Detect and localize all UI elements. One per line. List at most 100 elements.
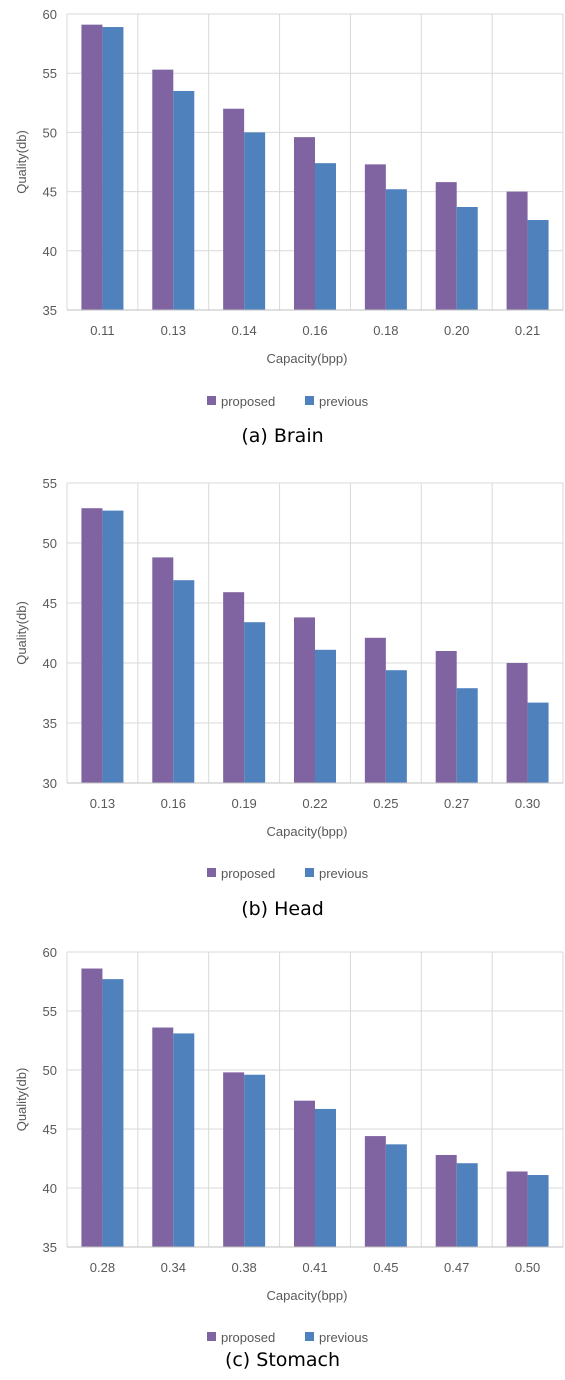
x-tick-label: 0.11 (90, 323, 114, 338)
y-axis-title: Quality(db) (14, 601, 29, 665)
x-tick-label: 0.47 (444, 1260, 469, 1275)
y-tick-label: 55 (43, 66, 57, 81)
bar-previous (527, 702, 549, 783)
bar-proposed (81, 968, 103, 1247)
y-tick-label: 45 (43, 1122, 57, 1137)
bar-previous (102, 27, 124, 311)
y-tick-label: 60 (43, 945, 57, 960)
bar-proposed (81, 24, 103, 310)
chart-stomach: 35 40 45 50 55 60 0.28 0.34 0.38 0.41 0.45 0.47 0.50… (14, 945, 564, 1345)
bar-proposed (152, 69, 174, 310)
y-tick-label: 55 (43, 1004, 57, 1019)
x-tick-label: 0.19 (231, 796, 256, 811)
bar-previous (244, 1074, 266, 1247)
chart-brain: 35 40 45 50 55 60 0.11 0.13 0.14 0.16 0.18 0.20 0.21… (14, 7, 564, 409)
bar-previous (102, 510, 124, 783)
legend-label-previous: previous (319, 866, 369, 881)
x-tick-label: 0.21 (515, 323, 540, 338)
x-tick-label: 0.25 (373, 796, 398, 811)
bar-previous (385, 1144, 407, 1247)
x-tick-label: 0.16 (161, 796, 186, 811)
y-tick-label: 55 (43, 476, 57, 491)
bar-previous (315, 1108, 336, 1247)
bar-proposed (223, 108, 245, 310)
bar-previous (456, 688, 478, 783)
x-tick-label: 0.18 (373, 323, 398, 338)
chart-caption: (a) Brain (241, 425, 324, 447)
x-tick-label: 0.13 (90, 796, 115, 811)
y-tick-label: 45 (43, 596, 57, 611)
x-tick-label: 0.30 (515, 796, 540, 811)
x-tick-label: 0.38 (231, 1260, 256, 1275)
x-axis-title: Capacity(bpp) (267, 1288, 348, 1303)
y-tick-label: 40 (43, 656, 57, 671)
y-tick-label: 40 (43, 1181, 57, 1196)
y-tick-label: 50 (43, 1063, 57, 1078)
legend-swatch-proposed (207, 868, 216, 877)
x-tick-label: 0.50 (515, 1260, 540, 1275)
chart-caption: (c) Stomach (224, 1349, 341, 1371)
bar-proposed (364, 164, 386, 310)
y-axis-title: Quality(db) (14, 1068, 29, 1132)
bar-previous (315, 163, 336, 310)
y-tick-label: 45 (43, 185, 57, 200)
legend-swatch-previous (305, 396, 314, 405)
x-tick-label: 0.41 (302, 1260, 327, 1275)
bar-previous (102, 979, 124, 1247)
bar-proposed (506, 1171, 528, 1247)
x-tick-label: 0.28 (90, 1260, 115, 1275)
bar-previous (173, 1033, 195, 1247)
bar-proposed (364, 1136, 386, 1247)
bar-proposed (152, 1027, 174, 1247)
bar-proposed (435, 651, 457, 783)
y-tick-label: 30 (43, 776, 57, 791)
bar-previous (385, 670, 407, 783)
legend-swatch-previous (305, 868, 314, 877)
x-tick-label: 0.34 (161, 1260, 186, 1275)
x-axis-title: Capacity(bpp) (267, 824, 348, 839)
y-tick-label: 50 (43, 536, 57, 551)
legend-swatch-previous (305, 1332, 314, 1341)
bar-previous (527, 220, 549, 310)
bar-proposed (294, 617, 315, 783)
bar-proposed (152, 557, 174, 783)
legend-label-proposed: proposed (221, 1330, 275, 1345)
legend-label-previous: previous (319, 1330, 369, 1345)
chart-panel-head: 30 35 40 45 50 55 0.13 0.16 0.19 0.22 0.25 0.27 0.30… (0, 470, 565, 930)
y-tick-label: 35 (43, 303, 57, 318)
y-tick-label: 35 (43, 716, 57, 731)
chart-head: 30 35 40 45 50 55 0.13 0.16 0.19 0.22 0.25 0.27 0.30… (14, 476, 564, 881)
bar-proposed (435, 1154, 457, 1247)
bar-previous (456, 206, 478, 310)
y-tick-label: 40 (43, 244, 57, 259)
bar-proposed (435, 182, 457, 310)
bar-previous (527, 1175, 549, 1247)
y-axis-title: Quality(db) (14, 130, 29, 194)
bar-proposed (81, 508, 103, 783)
y-tick-label: 35 (43, 1240, 57, 1255)
x-tick-label: 0.27 (444, 796, 469, 811)
bar-proposed (223, 1072, 245, 1247)
chart-caption: (b) Head (241, 898, 324, 920)
bar-previous (173, 90, 195, 311)
x-tick-label: 0.13 (161, 323, 186, 338)
bar-previous (173, 580, 195, 783)
x-tick-label: 0.14 (231, 323, 256, 338)
x-tick-label: 0.45 (373, 1260, 398, 1275)
bar-previous (385, 189, 407, 310)
bar-previous (244, 622, 266, 783)
legend-label-proposed: proposed (221, 866, 275, 881)
x-tick-label: 0.16 (302, 323, 327, 338)
y-tick-label: 60 (43, 7, 57, 22)
bar-proposed (506, 191, 528, 310)
bar-previous (456, 1163, 478, 1247)
chart-panel-stomach: 35 40 45 50 55 60 0.28 0.34 0.38 0.41 0.45 0.47 0.50… (0, 940, 565, 1380)
x-tick-label: 0.20 (444, 323, 469, 338)
x-axis-title: Capacity(bpp) (267, 351, 348, 366)
legend-swatch-proposed (207, 396, 216, 405)
bar-proposed (364, 637, 386, 783)
legend-label-previous: previous (319, 394, 369, 409)
bar-previous (244, 132, 266, 310)
x-tick-label: 0.22 (302, 796, 327, 811)
bar-proposed (223, 592, 245, 783)
